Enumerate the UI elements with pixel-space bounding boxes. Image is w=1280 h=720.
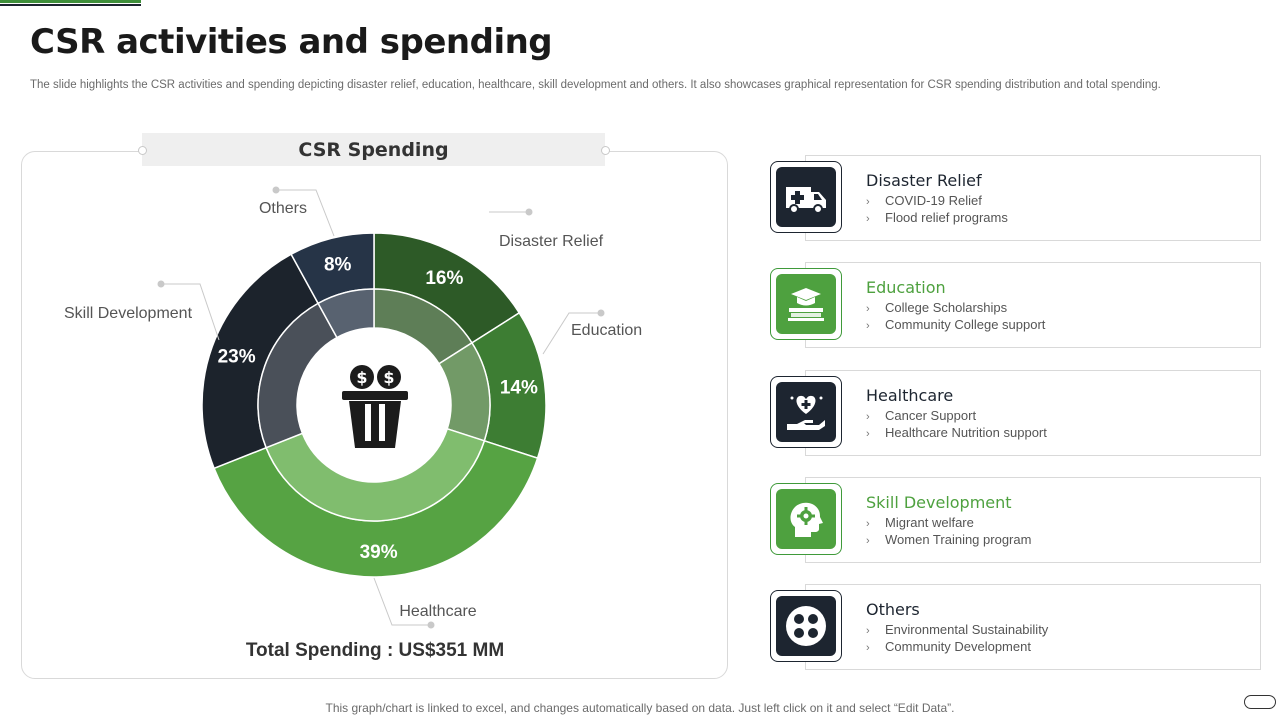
leader-line-skill-development [161, 283, 220, 341]
category-item-list: › COVID-19 Relief › Flood relief programs [866, 193, 1008, 227]
leader-dot-disaster-relief [525, 208, 533, 216]
header-connector-right [601, 146, 610, 155]
heart-care-hand-icon [787, 395, 825, 430]
category-name: Skill Development [866, 493, 1012, 512]
footer-note: This graph/chart is linked to excel, and… [325, 701, 955, 715]
category-label-others: Others [259, 200, 307, 217]
chart-title: CSR Spending [142, 133, 605, 166]
donation-jar-icon: $ $ [342, 365, 408, 448]
ambulance-icon [786, 187, 826, 214]
inner-ring [257, 288, 491, 522]
leader-dot-healthcare [427, 621, 435, 629]
list-item: › Community College support [866, 317, 1046, 332]
top-accent-rule [0, 0, 141, 6]
head-gear-icon [790, 502, 823, 537]
leader-line-healthcare [373, 577, 431, 626]
value-label-others: 8% [324, 255, 352, 276]
category-label-skill-development: Skill Development [64, 305, 193, 322]
category-name: Education [866, 278, 946, 297]
outer-ring [201, 232, 547, 578]
category-icon-tile [770, 376, 842, 448]
list-item: › Women Training program [866, 532, 1032, 547]
category-icon-tile [770, 483, 842, 555]
category-labels: Disaster Relief Education Healthcare Skill … [64, 200, 642, 620]
label-leaders [157, 186, 605, 629]
category-icon-tile [770, 590, 842, 662]
category-label-healthcare: Healthcare [399, 603, 476, 620]
category-icon-tile [770, 161, 842, 233]
leader-line-education [542, 312, 601, 355]
graduation-books-icon [788, 288, 824, 321]
svg-text:$: $ [383, 368, 394, 387]
category-card-disaster-relief: Disaster Relief › COVID-19 Relief › Flood … [770, 155, 1261, 241]
category-label-education: Education [571, 322, 642, 339]
category-card-box [805, 370, 1261, 456]
list-item: › Community Development [866, 639, 1031, 654]
category-label-disaster-relief: Disaster Relief [499, 233, 604, 250]
category-card-box [805, 477, 1261, 563]
category-card-others: Others › Environmental Sustainability › Co… [770, 584, 1261, 670]
value-label-skill-development: 23% [218, 347, 256, 368]
slide-nav-pill[interactable] [1244, 695, 1276, 709]
category-card-box [805, 262, 1261, 348]
page-title: CSR activities and spending [30, 22, 553, 62]
category-icon-tile [770, 268, 842, 340]
value-label-healthcare: 39% [360, 542, 398, 563]
value-label-disaster-relief: 16% [425, 268, 463, 289]
category-name: Disaster Relief [866, 171, 982, 190]
total-spending: Total Spending : US$351 MM [245, 640, 505, 661]
list-item: › Flood relief programs [866, 210, 1008, 225]
leader-dot-others [272, 186, 280, 194]
svg-text:$: $ [356, 368, 367, 387]
category-name: Others [866, 600, 920, 619]
category-name: Healthcare [866, 386, 954, 405]
list-item: › COVID-19 Relief [866, 193, 982, 208]
category-item-list: › Environmental Sustainability › Community… [866, 622, 1048, 656]
four-dots-icon [786, 606, 826, 646]
leader-dot-education [597, 309, 605, 317]
top-accent-dark [0, 4, 141, 6]
category-card-skill-development: Skill Development › Migrant welfare › Wome… [770, 477, 1261, 563]
top-accent-green [0, 0, 141, 3]
value-label-education: 14% [500, 378, 538, 399]
list-item: › College Scholarships [866, 300, 1008, 315]
list-item: › Environmental Sustainability [866, 622, 1049, 637]
category-card-healthcare: Healthcare › Cancer Support › Healthcare N… [770, 370, 1261, 456]
csr-spending-donut-chart[interactable]: 16% 14% 39% 23% 8% Disaster Relief Education H… [0, 0, 760, 690]
list-item: › Healthcare Nutrition support [866, 425, 1047, 440]
category-item-list: › Migrant welfare › Women Training program [866, 515, 1031, 549]
header-connector-left [138, 146, 147, 155]
category-card-education: Education › College Scholarships › Communi… [770, 262, 1261, 348]
category-item-list: › Cancer Support › Healthcare Nutrition su… [866, 408, 1047, 442]
category-item-list: › College Scholarships › Community College… [866, 300, 1045, 334]
page-subtitle: The slide highlights the CSR activities … [30, 79, 1161, 91]
value-labels: 16% 14% 39% 23% 8% [218, 255, 538, 563]
list-item: › Migrant welfare [866, 515, 974, 530]
list-item: › Cancer Support [866, 408, 977, 423]
leader-line-others [276, 189, 335, 237]
leader-dot-skill-development [157, 280, 165, 288]
